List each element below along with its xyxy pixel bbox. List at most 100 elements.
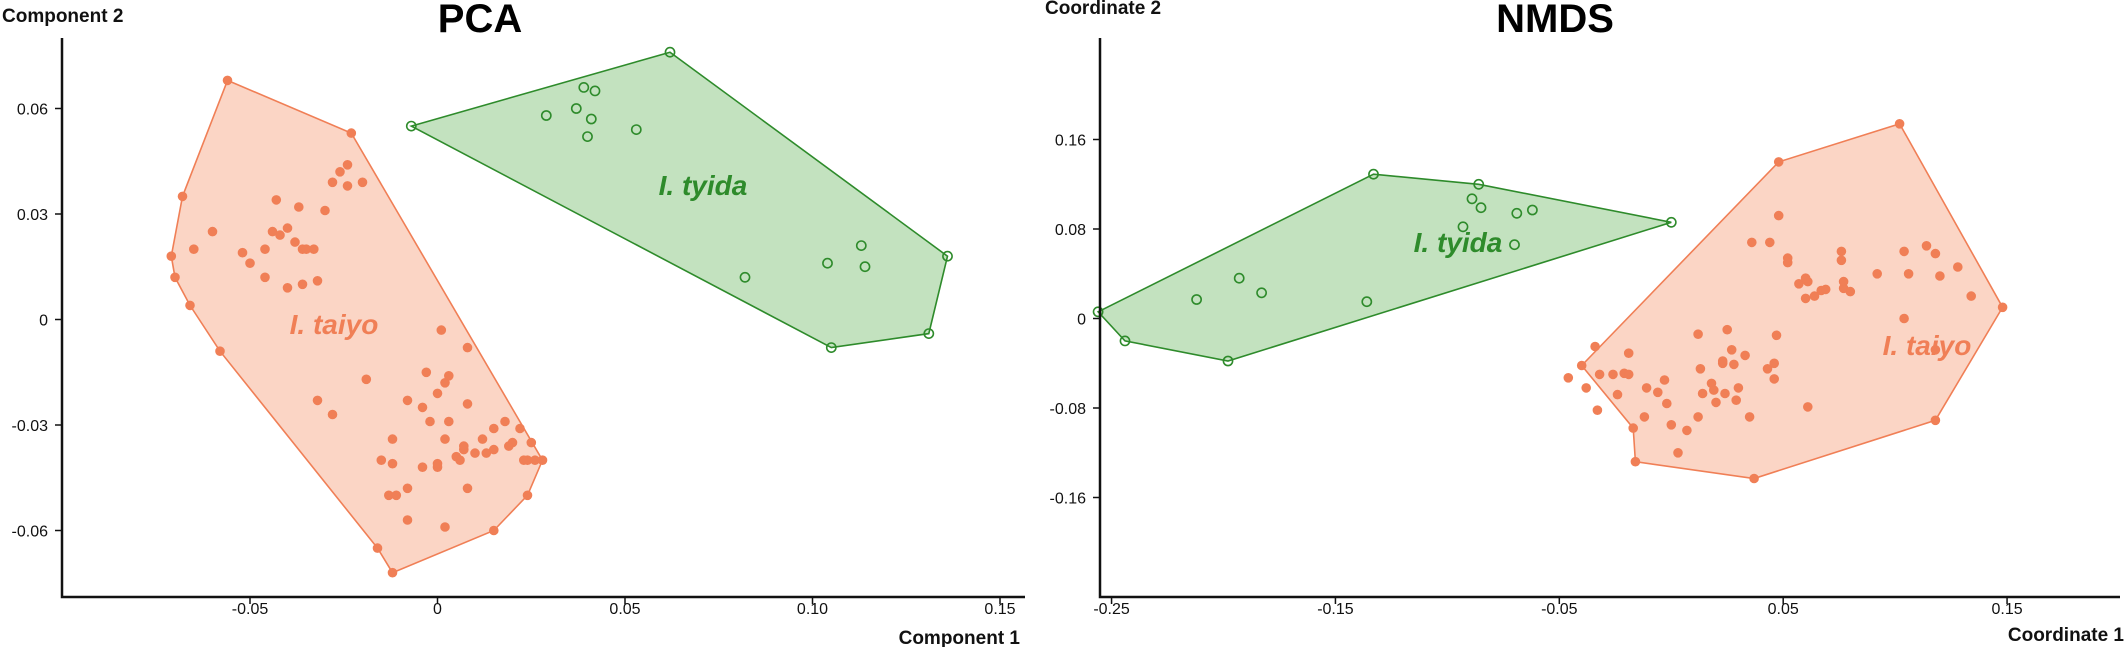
pca-point-i-taiyo bbox=[440, 434, 450, 444]
nmds-point-i-taiyo bbox=[1747, 237, 1757, 248]
pca-point-i-taiyo bbox=[387, 458, 398, 469]
nmds-point-i-taiyo bbox=[1820, 284, 1831, 295]
pca-point-i-taiyo bbox=[417, 462, 428, 473]
pca-point-i-taiyo bbox=[402, 395, 413, 406]
nmds-point-i-taiyo bbox=[1693, 329, 1703, 340]
pca-xtick-label: -0.05 bbox=[232, 601, 269, 618]
nmds-point-i-tyida bbox=[1527, 204, 1538, 216]
nmds-point-i-taiyo bbox=[1717, 356, 1728, 366]
pca-point-i-taiyo bbox=[432, 458, 443, 469]
nmds-point-i-taiyo bbox=[1720, 388, 1730, 399]
nmds-point-i-taiyo bbox=[1930, 415, 1941, 426]
pca-point-i-tyida bbox=[582, 131, 593, 142]
pca-point-i-taiyo bbox=[237, 247, 248, 258]
nmds-point-i-taiyo bbox=[1628, 423, 1638, 433]
pca-point-i-taiyo bbox=[282, 282, 293, 293]
nmds-point-i-tyida bbox=[1509, 239, 1520, 251]
pca-ytick-label: -0.03 bbox=[12, 418, 49, 435]
nmds-point-i-taiyo bbox=[1800, 273, 1811, 284]
nmds-annotation-tyida: I. tyida bbox=[1414, 227, 1503, 258]
nmds-xtick-label: -0.25 bbox=[1093, 601, 1130, 618]
pca-title: PCA bbox=[438, 0, 522, 41]
pca-ytick-label: 0.03 bbox=[17, 207, 48, 224]
nmds-point-i-taiyo bbox=[1695, 363, 1706, 374]
nmds-point-i-taiyo bbox=[1872, 268, 1882, 279]
pca-point-i-taiyo bbox=[282, 223, 293, 233]
nmds-point-i-taiyo bbox=[1773, 157, 1784, 167]
nmds-point-i-taiyo bbox=[1744, 412, 1755, 422]
pca-point-i-taiyo bbox=[189, 244, 199, 255]
pca-hull-i-tyida bbox=[409, 51, 949, 349]
nmds-hull-i-tyida bbox=[1096, 173, 1672, 362]
pca-point-i-taiyo bbox=[222, 75, 233, 86]
nmds-xlabel: Coordinate 1 bbox=[2008, 625, 2125, 646]
pca-point-i-taiyo bbox=[357, 177, 368, 188]
nmds-point-i-taiyo bbox=[1930, 248, 1941, 259]
pca-axes bbox=[60, 38, 1025, 599]
nmds-point-i-taiyo bbox=[1726, 344, 1737, 355]
nmds-point-i-tyida bbox=[1511, 207, 1523, 219]
pca-point-i-taiyo bbox=[297, 279, 308, 290]
nmds-point-i-taiyo bbox=[1903, 268, 1914, 279]
pca-point-i-tyida bbox=[589, 85, 601, 97]
nmds-point-i-taiyo bbox=[1809, 291, 1820, 301]
nmds-point-i-taiyo bbox=[1623, 348, 1634, 359]
nmds-point-i-taiyo bbox=[1733, 383, 1744, 393]
pca-ytick-label: 0 bbox=[39, 313, 48, 330]
pca-point-i-taiyo bbox=[488, 525, 499, 536]
nmds-point-i-taiyo bbox=[1673, 447, 1683, 458]
nmds-point-i-taiyo bbox=[1899, 313, 1909, 324]
nmds-point-i-taiyo bbox=[1836, 255, 1847, 266]
pca-point-i-taiyo bbox=[372, 543, 383, 553]
nmds-point-i-taiyo bbox=[1953, 262, 1963, 272]
nmds-point-i-taiyo bbox=[1894, 119, 1905, 129]
pca-point-i-taiyo bbox=[443, 370, 454, 381]
nmds-xtick-label: 0.05 bbox=[1768, 601, 1799, 618]
nmds-point-i-taiyo bbox=[1682, 425, 1692, 436]
nmds-point-i-taiyo bbox=[1769, 374, 1779, 384]
pca-point-i-taiyo bbox=[335, 167, 345, 177]
pca-point-i-tyida bbox=[578, 82, 590, 93]
pca-point-i-taiyo bbox=[308, 244, 319, 255]
pca-point-i-taiyo bbox=[387, 567, 398, 578]
nmds-point-i-taiyo bbox=[1630, 456, 1641, 467]
nmds-ylabel: Coordinate 2 bbox=[1045, 0, 1161, 19]
nmds-point-i-taiyo bbox=[1659, 375, 1670, 385]
pca-point-i-taiyo bbox=[346, 128, 357, 138]
nmds-point-i-taiyo bbox=[1711, 397, 1721, 408]
pca-point-i-taiyo bbox=[387, 434, 398, 444]
nmds-point-i-taiyo bbox=[1729, 359, 1739, 370]
pca-point-i-taiyo bbox=[402, 483, 413, 494]
pca-point-i-taiyo bbox=[425, 416, 435, 427]
pca-point-i-taiyo bbox=[327, 177, 338, 188]
pca-point-i-tyida bbox=[664, 46, 676, 58]
pca-point-i-tyida bbox=[405, 120, 417, 132]
nmds-point-i-tyida bbox=[1256, 287, 1267, 299]
pca-point-i-tyida bbox=[923, 328, 935, 339]
pca-point-i-taiyo bbox=[361, 374, 372, 385]
nmds-point-i-taiyo bbox=[1765, 237, 1775, 248]
pca-annotation-taiyo: I. taiyo bbox=[290, 309, 379, 340]
nmds-point-i-taiyo bbox=[1653, 387, 1663, 398]
pca-point-i-taiyo bbox=[481, 448, 492, 458]
pca-annotation-tyida: I. tyida bbox=[659, 170, 748, 201]
pca-point-i-taiyo bbox=[320, 205, 330, 216]
pca-point-i-taiyo bbox=[522, 490, 533, 501]
pca-point-i-taiyo bbox=[342, 181, 353, 191]
pca-point-i-taiyo bbox=[500, 416, 510, 427]
pca-point-i-tyida bbox=[822, 257, 833, 269]
pca-point-i-taiyo bbox=[455, 455, 465, 466]
nmds-xtick-label: 0.15 bbox=[1991, 601, 2022, 618]
pca-point-i-taiyo bbox=[432, 388, 443, 399]
nmds-point-i-taiyo bbox=[1722, 324, 1732, 335]
nmds-point-i-tyida bbox=[1092, 306, 1104, 318]
nmds-point-i-taiyo bbox=[1771, 330, 1782, 341]
nmds-point-i-taiyo bbox=[1693, 412, 1703, 422]
pca-point-i-taiyo bbox=[290, 237, 300, 247]
nmds-point-i-tyida bbox=[1222, 355, 1234, 367]
pca-point-i-taiyo bbox=[185, 300, 195, 311]
nmds-point-i-taiyo bbox=[1921, 241, 1932, 251]
pca-point-i-tyida bbox=[739, 271, 751, 283]
nmds-point-i-taiyo bbox=[1608, 369, 1618, 380]
nmds-point-i-taiyo bbox=[1838, 276, 1849, 287]
